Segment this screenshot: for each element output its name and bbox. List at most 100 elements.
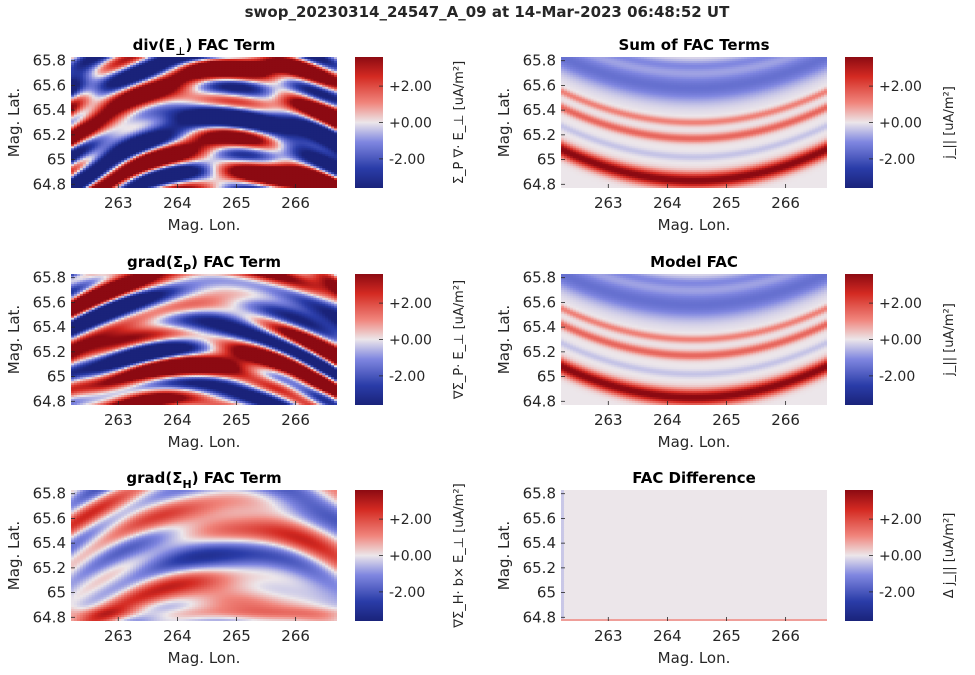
heatmap-cell [201, 160, 205, 163]
heatmap-cell [269, 162, 273, 165]
heatmap-cell [307, 130, 311, 134]
heatmap-cell [85, 126, 90, 130]
heatmap-cell [206, 104, 211, 108]
heatmap-cell [115, 160, 119, 163]
heatmap-cell [201, 64, 205, 68]
heatmap-cell [97, 142, 102, 145]
heatmap-cell [150, 156, 155, 159]
heatmap-cell [100, 136, 105, 139]
heatmap-cell [79, 156, 84, 159]
heatmap-cell [136, 136, 140, 139]
heatmap-cell [248, 104, 252, 108]
heatmap-cell [280, 68, 285, 72]
heatmap-cell [106, 94, 111, 98]
heatmap-cell [233, 74, 238, 78]
heatmap-cell [239, 82, 244, 86]
heatmap-cell [221, 90, 226, 94]
heatmap-cell [260, 146, 264, 149]
heatmap-cell [280, 118, 285, 122]
heatmap-cell [79, 96, 84, 100]
heatmap-cell [218, 108, 223, 112]
heatmap-cell [133, 124, 137, 128]
heatmap-cell [257, 110, 261, 114]
heatmap-cell [266, 74, 270, 78]
heatmap-cell [251, 118, 255, 122]
heatmap-cell [183, 128, 187, 132]
heatmap-cell [233, 112, 238, 116]
heatmap-cell [88, 124, 93, 128]
heatmap-cell [218, 96, 223, 100]
heatmap-cell [109, 82, 113, 86]
heatmap-cell [295, 72, 300, 76]
heatmap-cell [162, 114, 167, 118]
heatmap-cell [73, 58, 78, 62]
heatmap-cell [177, 128, 181, 132]
heatmap-cell [310, 122, 314, 126]
heatmap-cell [124, 152, 128, 155]
heatmap-cell [251, 120, 255, 124]
heatmap-cell [325, 118, 329, 122]
heatmap-cell [82, 114, 87, 118]
heatmap-cell [319, 148, 323, 151]
heatmap-cell [248, 70, 252, 74]
heatmap-cell [156, 90, 161, 94]
heatmap-cell [127, 104, 131, 108]
heatmap-cell [322, 112, 326, 116]
heatmap-cell [192, 72, 196, 76]
heatmap-cell [133, 150, 137, 153]
heatmap-cell [127, 66, 131, 70]
heatmap-cell [269, 110, 273, 114]
heatmap-cell [334, 98, 337, 102]
heatmap-cell [242, 106, 246, 110]
heatmap-cell [141, 164, 146, 167]
heatmap-cell [180, 144, 184, 147]
heatmap-cell [82, 62, 87, 66]
heatmap-cell [124, 110, 128, 114]
heatmap-cell [136, 98, 140, 102]
heatmap-cell [322, 128, 326, 132]
heatmap-cell [251, 78, 255, 82]
heatmap-cell [168, 86, 173, 90]
heatmap-cell [310, 152, 314, 155]
heatmap-cell [147, 128, 152, 132]
heatmap-cell [88, 158, 93, 161]
heatmap-cell [221, 162, 226, 165]
heatmap-cell [257, 126, 261, 130]
heatmap-cell [215, 120, 220, 124]
heatmap-cell [141, 76, 146, 80]
heatmap-cell [85, 62, 90, 66]
heatmap-cell [334, 100, 337, 104]
heatmap-cell [209, 94, 214, 98]
heatmap-cell [88, 62, 93, 66]
heatmap-cell [147, 166, 152, 169]
heatmap-cell [124, 62, 128, 66]
heatmap-cell [245, 74, 249, 78]
heatmap-cell [198, 110, 202, 114]
heatmap-cell [227, 118, 232, 122]
heatmap-cell [136, 118, 140, 122]
heatmap-cell [192, 94, 196, 98]
heatmap-cell [307, 138, 311, 141]
heatmap-cell [118, 80, 122, 84]
heatmap-cell [204, 98, 208, 102]
heatmap-cell [233, 57, 238, 60]
heatmap-cell [209, 140, 214, 143]
heatmap-cell [109, 162, 113, 165]
heatmap-cell [180, 104, 184, 108]
heatmap-cell [177, 80, 181, 84]
heatmap-cell [227, 90, 232, 94]
heatmap-cell [307, 142, 311, 145]
heatmap-cell [130, 84, 134, 88]
heatmap-cell [165, 94, 170, 98]
heatmap-cell [156, 112, 161, 116]
heatmap-cell [319, 134, 323, 137]
heatmap-cell [115, 76, 119, 80]
heatmap-cell [295, 58, 300, 62]
heatmap-cell [260, 60, 264, 64]
heatmap-cell [79, 122, 84, 126]
heatmap-cell [174, 126, 178, 130]
heatmap-cell [319, 118, 323, 122]
heatmap-cell [76, 66, 81, 70]
heatmap-cell [76, 120, 81, 124]
